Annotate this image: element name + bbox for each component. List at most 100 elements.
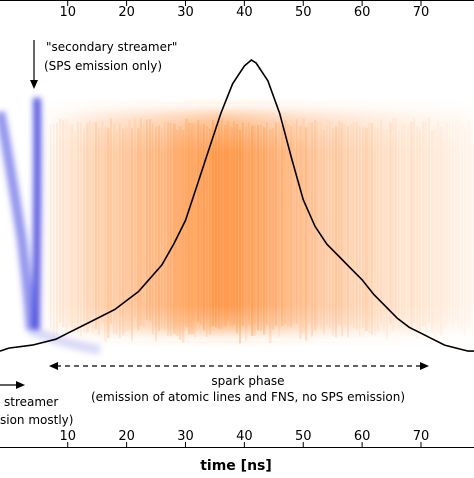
emission-stripe	[239, 129, 242, 344]
emission-stripe	[359, 124, 361, 337]
emission-stripe	[371, 122, 374, 335]
emission-stripe	[389, 122, 392, 325]
emission-stripe	[356, 121, 358, 330]
top-tick-label-30: 30	[177, 5, 194, 20]
emission-stripe	[146, 119, 148, 320]
emission-stripe	[176, 129, 179, 336]
series-line	[0, 59, 474, 352]
secondary-arrow-head	[30, 80, 38, 89]
primary-label-line1: streamer	[4, 395, 58, 409]
emission-stripe	[53, 124, 55, 338]
emission-stripe	[167, 122, 170, 337]
emission-stripe	[302, 118, 305, 333]
emission-stripe	[440, 126, 443, 336]
emission-stripe	[281, 125, 284, 327]
emission-stripe	[110, 118, 112, 324]
emission-stripe	[233, 121, 236, 325]
emission-stripe	[83, 128, 86, 333]
emission-stripe	[347, 126, 349, 338]
emission-stripe	[374, 127, 377, 337]
emission-stripe	[464, 129, 466, 337]
emission-stripe	[299, 126, 302, 340]
primary-arrow-head	[16, 381, 25, 389]
emission-stripe	[215, 124, 217, 328]
spark-emission-texture	[50, 118, 472, 344]
emission-stripe	[452, 120, 454, 327]
emission-stripe	[248, 122, 250, 325]
emission-stripe	[284, 119, 287, 325]
emission-stripe	[182, 129, 185, 343]
emission-stripe	[206, 125, 208, 337]
emission-stripe	[203, 124, 205, 331]
secondary-label-line1: "secondary streamer"	[46, 40, 177, 54]
spark-emission-fade	[40, 104, 474, 341]
emission-stripe	[350, 123, 353, 325]
emission-stripe	[269, 129, 272, 343]
emission-stripe	[185, 118, 188, 328]
emission-stripe	[449, 121, 451, 323]
emission-stripe	[230, 126, 233, 328]
emission-stripe	[386, 129, 388, 341]
axes: 10 20 30 40 50 60 70 10 20 30 40 50 60 70	[0, 0, 474, 448]
emission-stripe	[155, 126, 158, 341]
emission-stripe	[260, 124, 262, 331]
secondary-label-line2: (SPS emission only)	[44, 59, 162, 73]
emission-stripe	[416, 127, 419, 339]
emission-stripe	[380, 119, 383, 323]
emission-stripe	[128, 119, 131, 331]
emission-stripe	[140, 118, 142, 326]
emission-stripe	[329, 121, 331, 329]
emission-stripe	[320, 121, 323, 330]
spark-label-line1: spark phase	[211, 374, 284, 388]
emission-stripe	[401, 124, 404, 327]
emission-stripe	[467, 120, 470, 328]
emission-stripe	[398, 129, 400, 331]
emission-stripe	[116, 129, 118, 335]
emission-stripe	[446, 123, 448, 325]
top-tick-label-60: 60	[354, 5, 371, 20]
emission-stripe	[236, 123, 238, 334]
emission-stripe	[197, 119, 200, 323]
emission-stripe	[323, 129, 325, 335]
spark-phase-annotation: spark phase (emission of atomic lines an…	[49, 362, 429, 404]
emission-stripe	[437, 121, 440, 333]
emission-stripe	[68, 123, 71, 327]
emission-stripe	[137, 127, 140, 331]
emission-stripe	[470, 124, 472, 326]
spark-arrow-right-head	[420, 362, 429, 370]
emission-stripe	[422, 121, 425, 327]
emission-stripe	[383, 130, 385, 334]
emission-stripe	[98, 128, 101, 335]
top-tick-label-40: 40	[236, 5, 253, 20]
emission-stripe	[200, 124, 202, 325]
emission-stripe	[431, 129, 434, 333]
emission-stripe	[161, 128, 163, 330]
emission-stripe	[227, 120, 230, 322]
emission-stripe	[278, 122, 281, 337]
emission-stripe	[65, 118, 68, 334]
emission-stripe	[152, 122, 154, 335]
emission-stripe	[272, 128, 275, 330]
emission-stripe	[221, 118, 223, 330]
secondary-streamer-annotation: "secondary streamer" (SPS emission only)	[30, 40, 177, 89]
emission-stripe	[362, 126, 365, 328]
emission-stripe	[173, 123, 176, 335]
emission-stripe	[395, 118, 397, 321]
emission-stripe	[266, 122, 268, 325]
bottom-x-axis: 10 20 30 40 50 60 70	[59, 429, 429, 447]
emission-stripe	[104, 127, 107, 342]
top-tick-label-10: 10	[59, 5, 76, 20]
top-tick-label-20: 20	[118, 5, 135, 20]
bottom-tick-label-50: 50	[295, 429, 312, 444]
emission-stripe	[257, 125, 260, 331]
spark-label-line2: (emission of atomic lines and FNS, no SP…	[91, 390, 405, 404]
emission-stripe	[293, 123, 296, 324]
spark-arrow-left-head	[49, 362, 58, 370]
emission-stripe	[263, 126, 266, 335]
emission-stripe	[434, 126, 436, 338]
emission-stripe	[179, 126, 182, 341]
emission-stripe	[365, 127, 368, 332]
emission-stripe	[296, 119, 298, 324]
